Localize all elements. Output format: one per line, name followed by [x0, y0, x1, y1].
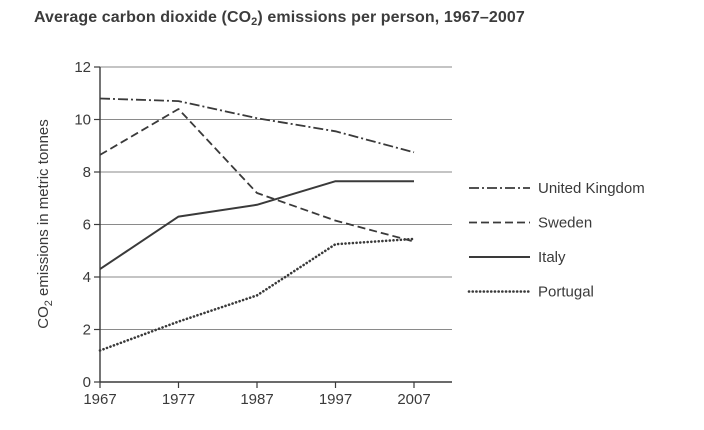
series-line-united-kingdom [99, 97, 415, 154]
y-axis-label-subscript: 2 [43, 300, 55, 306]
x-ticks: 1967 1977 1987 1997 2007 [83, 382, 431, 408]
legend-label-united-kingdom: United Kingdom [538, 180, 645, 197]
chart-title-text: Average carbon dioxide (CO [34, 9, 252, 26]
y-tick-label: 12 [74, 59, 91, 76]
y-ticks: 0 2 4 6 8 10 12 [74, 59, 100, 391]
chart-title-text-end: ) emissions per person, 1967–2007 [257, 9, 525, 26]
x-tick-label: 2007 [397, 391, 430, 408]
y-tick-label: 10 [74, 112, 91, 129]
y-axis-label-text: CO [35, 306, 52, 329]
series-line-italy [99, 180, 414, 270]
y-axis-label-text-end: emissions in metric tonnes [35, 119, 52, 300]
series-line-sweden [99, 108, 415, 243]
x-tick-label: 1967 [83, 391, 116, 408]
y-tick-label: 4 [83, 269, 91, 286]
y-axis-label: CO2 emissions in metric tonnes [35, 119, 55, 329]
legend-label-portugal: Portugal [538, 284, 594, 301]
chart-title: Average carbon dioxide (CO2) emissions p… [34, 9, 525, 28]
x-tick-label: 1987 [240, 391, 273, 408]
chart-title-subscript: 2 [251, 16, 258, 28]
y-tick-label: 8 [83, 164, 91, 181]
legend-label-sweden: Sweden [538, 215, 592, 232]
legend: United Kingdom Sweden Italy Portugal [467, 180, 645, 301]
y-tick-label: 2 [83, 322, 91, 339]
y-tick-label: 6 [83, 217, 91, 234]
x-tick-label: 1977 [162, 391, 195, 408]
series-line-portugal [98, 237, 416, 352]
series-lines [98, 97, 416, 352]
legend-label-italy: Italy [538, 249, 566, 266]
x-tick-label: 1997 [319, 391, 352, 408]
y-tick-label: 0 [83, 374, 91, 391]
